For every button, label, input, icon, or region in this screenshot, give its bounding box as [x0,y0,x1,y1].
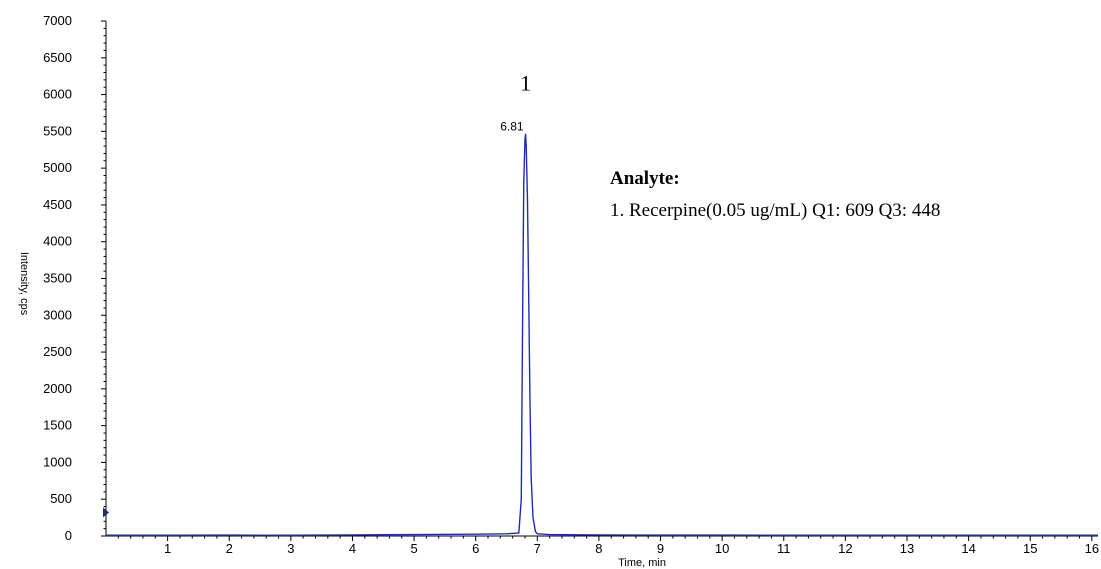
y-tick-label: 4000 [43,234,72,249]
x-tick-label: 9 [657,541,664,556]
y-tick-label: 2000 [43,381,72,396]
series-line [106,133,1098,536]
x-tick-label: 4 [349,541,356,556]
x-tick-label: 10 [715,541,729,556]
x-tick-label: 7 [534,541,541,556]
x-tick-label: 14 [961,541,975,556]
x-tick-label: 3 [287,541,294,556]
y-tick-label: 0 [65,528,72,543]
x-tick-label: 5 [410,541,417,556]
baseline-marker [103,507,109,518]
legend-entry: 1. Recerpine(0.05 ug/mL) Q1: 609 Q3: 448 [610,200,940,221]
y-tick-label: 6500 [43,50,72,65]
y-tick-label: 1000 [43,454,72,469]
y-tick-label: 4500 [43,197,72,212]
y-tick-label: 2500 [43,344,72,359]
y-tick-label: 1500 [43,418,72,433]
x-axis-title: Time, min [618,557,666,569]
x-tick-label: 15 [1023,541,1037,556]
y-tick-label: 5500 [43,123,72,138]
legend-title: Analyte: [610,168,680,189]
x-tick-label: 12 [838,541,852,556]
peak-retention-label: 6.81 [500,119,524,133]
x-tick-label: 2 [226,541,233,556]
x-tick-label: 13 [900,541,914,556]
y-axis-title: Intensity, cps [18,252,30,316]
x-tick-label: 8 [595,541,602,556]
y-tick-label: 3000 [43,307,72,322]
y-tick-label: 7000 [43,13,72,28]
x-tick-label: 1 [164,541,171,556]
x-tick-label: 6 [472,541,479,556]
x-tick-label: 11 [777,541,791,556]
x-tick-label: 16 [1085,541,1099,556]
peak-number-label: 1 [520,71,531,96]
y-tick-label: 500 [50,491,72,506]
y-tick-label: 5000 [43,160,72,175]
y-tick-label: 6000 [43,87,72,102]
y-tick-label: 3500 [43,271,72,286]
